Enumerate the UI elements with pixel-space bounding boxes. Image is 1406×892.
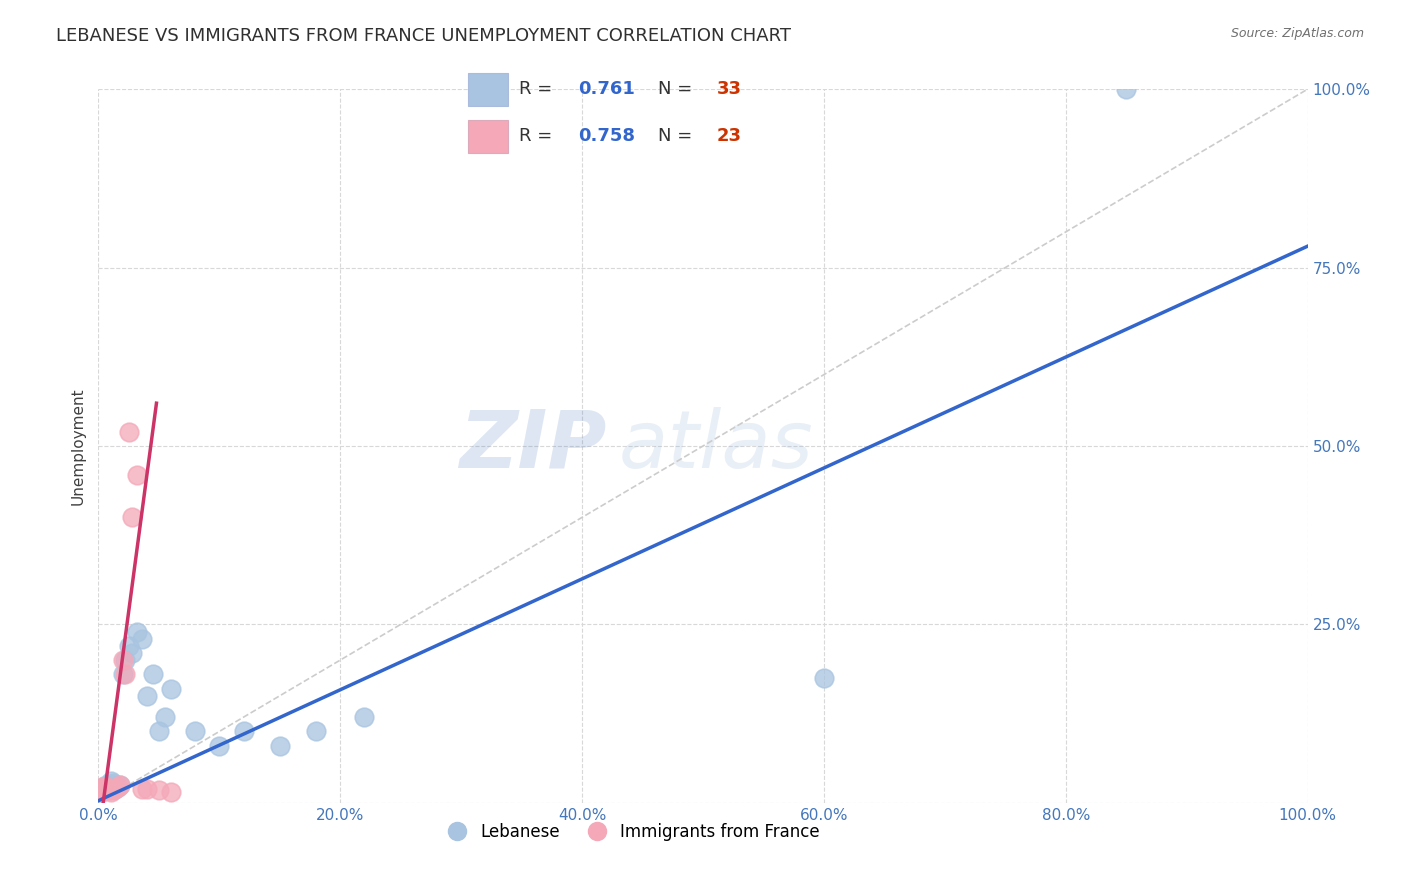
Point [94,781,117,796]
Point [91,785,114,799]
Text: atlas: atlas [619,407,813,485]
Text: N =: N = [658,80,699,98]
Text: LEBANESE VS IMMIGRANTS FROM FRANCE UNEMPLOYMENT CORRELATION CHART: LEBANESE VS IMMIGRANTS FROM FRANCE UNEMP… [56,27,792,45]
Legend: Lebanese, Immigrants from France: Lebanese, Immigrants from France [434,817,827,848]
Point [184,724,207,739]
Text: R =: R = [519,80,558,98]
Point [107,780,129,794]
Point [111,667,134,681]
Point [305,724,328,739]
Point [142,667,165,681]
Point [90,783,112,797]
Point [813,671,835,685]
Point [135,781,157,796]
Point [160,785,183,799]
Point [114,653,136,667]
Text: R =: R = [519,128,558,145]
Point [111,653,134,667]
Point [131,632,153,646]
Y-axis label: Unemployment: Unemployment [70,387,86,505]
Point [100,778,122,792]
Point [232,724,254,739]
Point [353,710,375,724]
Point [107,780,129,794]
Point [108,778,131,792]
Point [121,510,143,524]
Point [94,778,117,792]
Point [127,467,149,482]
Bar [468,120,509,153]
Text: ZIP: ZIP [458,407,606,485]
Point [269,739,291,753]
Text: N =: N = [658,128,699,145]
Point [97,783,120,797]
Point [160,681,183,696]
Point [104,781,127,796]
Point [1115,82,1137,96]
Point [131,781,153,796]
Text: Source: ZipAtlas.com: Source: ZipAtlas.com [1230,27,1364,40]
Point [100,774,122,789]
Point [121,646,143,660]
Point [97,780,120,794]
Point [114,667,136,681]
Point [135,689,157,703]
Point [153,710,176,724]
Point [98,783,121,797]
Point [208,739,231,753]
Point [96,781,118,796]
Point [108,778,131,792]
Point [98,781,121,796]
Point [93,783,115,797]
Point [91,780,114,794]
Text: 0.758: 0.758 [578,128,636,145]
Bar [468,73,509,105]
Point [148,783,170,797]
Point [118,639,141,653]
Point [96,780,118,794]
Text: 33: 33 [717,80,742,98]
Point [101,783,124,797]
Point [104,781,127,796]
Text: 23: 23 [717,128,742,145]
Point [127,624,149,639]
Point [90,781,112,796]
Point [91,783,114,797]
Point [100,785,122,799]
Point [93,780,115,794]
Point [101,776,124,790]
Text: 0.761: 0.761 [578,80,634,98]
Point [91,781,114,796]
Point [148,724,170,739]
Point [89,781,111,796]
Point [118,425,141,439]
